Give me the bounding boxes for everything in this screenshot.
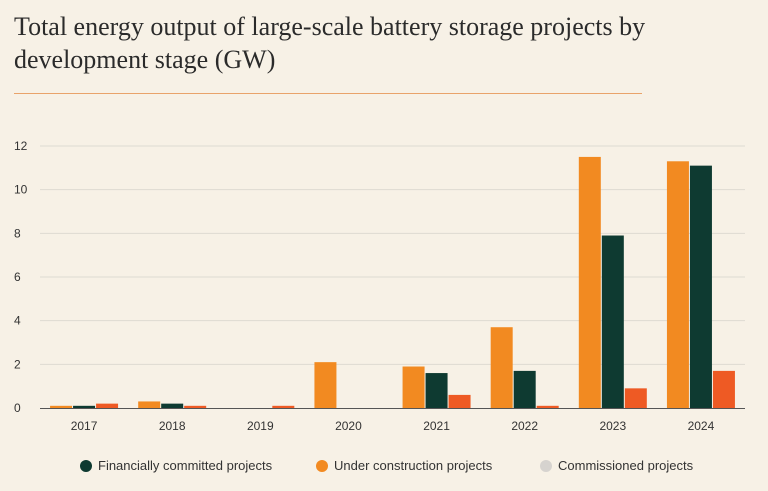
x-tick-label: 2021: [423, 419, 450, 433]
y-tick-label: 12: [14, 139, 28, 153]
bar-commissioned-2021: [448, 394, 471, 408]
legend-label: Commissioned projects: [558, 458, 694, 473]
bar-under-construction-2024: [666, 161, 689, 408]
y-tick-label: 8: [14, 226, 21, 240]
bar-commissioned-2024: [712, 370, 735, 408]
legend-swatch-financially-committed: [80, 459, 92, 472]
legend-item-commissioned: Commissioned projects: [540, 458, 693, 473]
bar-commissioned-2023: [624, 388, 647, 408]
x-tick-label: 2024: [688, 419, 715, 433]
y-tick-label: 0: [14, 401, 21, 415]
y-tick-label: 4: [14, 314, 21, 328]
legend-item-under-construction: Under construction projects: [316, 458, 492, 473]
bar-commissioned-2017: [96, 403, 119, 408]
y-tick-label: 6: [14, 270, 21, 284]
bar-under-construction-2018: [138, 401, 161, 408]
bar-financially-committed-2023: [601, 235, 624, 408]
bar-commissioned-2019: [272, 405, 295, 408]
bar-under-construction-2020: [314, 362, 337, 408]
chart-legend: Financially committed projects Under con…: [0, 458, 768, 480]
x-tick-label: 2019: [247, 419, 274, 433]
bar-financially-committed-2017: [73, 405, 96, 408]
legend-item-financially-committed: Financially committed projects: [80, 458, 272, 473]
x-tick-label: 2020: [335, 419, 362, 433]
bar-commissioned-2022: [536, 405, 559, 408]
legend-swatch-commissioned: [540, 459, 552, 472]
bar-under-construction-2022: [490, 327, 513, 408]
bar-financially-committed-2022: [513, 370, 536, 408]
bar-commissioned-2018: [184, 405, 207, 408]
bar-under-construction-2023: [578, 156, 601, 408]
y-tick-label: 2: [14, 357, 21, 371]
bar-financially-committed-2018: [161, 403, 184, 408]
legend-swatch-under-construction: [316, 459, 328, 472]
bar-financially-committed-2024: [689, 165, 712, 408]
bar-under-construction-2021: [402, 366, 425, 408]
x-tick-label: 2017: [71, 419, 98, 433]
legend-label: Financially committed projects: [98, 458, 273, 473]
x-tick-label: 2022: [511, 419, 538, 433]
chart-title: Total energy output of large-scale batte…: [14, 12, 646, 74]
bar-under-construction-2017: [50, 405, 73, 408]
title-divider: [14, 93, 642, 94]
x-tick-label: 2018: [159, 419, 186, 433]
x-tick-label: 2023: [599, 419, 626, 433]
bar-financially-committed-2021: [425, 373, 448, 408]
y-tick-label: 10: [14, 183, 28, 197]
legend-label: Under construction projects: [334, 458, 493, 473]
